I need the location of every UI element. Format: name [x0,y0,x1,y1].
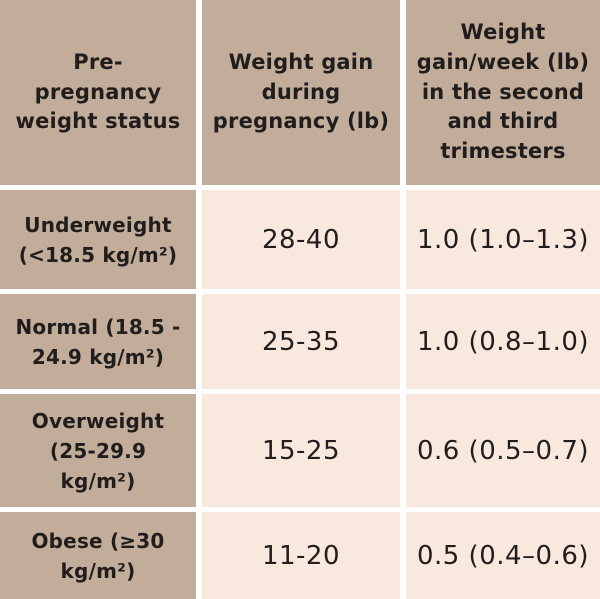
cell-underweight-gain-per-week: 1.0 (1.0–1.3) [406,190,600,289]
cell-obese-gain: 11-20 [202,512,400,599]
row-label-underweight: Underweight (<18.5 kg/m²) [0,190,196,289]
cell-normal-gain-per-week: 1.0 (0.8–1.0) [406,294,600,389]
cell-normal-gain: 25-35 [202,294,400,389]
row-label-obese: Obese (≥30 kg/m²) [0,512,196,599]
cell-overweight-gain-per-week: 0.6 (0.5–0.7) [406,394,600,507]
row-label-normal: Normal (18.5 - 24.9 kg/m²) [0,294,196,389]
cell-overweight-gain: 15-25 [202,394,400,507]
cell-obese-gain-per-week: 0.5 (0.4–0.6) [406,512,600,599]
row-label-overweight: Overweight (25-29.9 kg/m²) [0,394,196,507]
cell-underweight-gain: 28-40 [202,190,400,289]
column-header-prepregnancy-status: Pre- pregnancy weight status [0,0,196,185]
column-header-weight-gain: Weight gain during pregnancy (lb) [202,0,400,185]
column-header-weight-gain-per-week: Weight gain/week (lb) in the second and … [406,0,600,185]
